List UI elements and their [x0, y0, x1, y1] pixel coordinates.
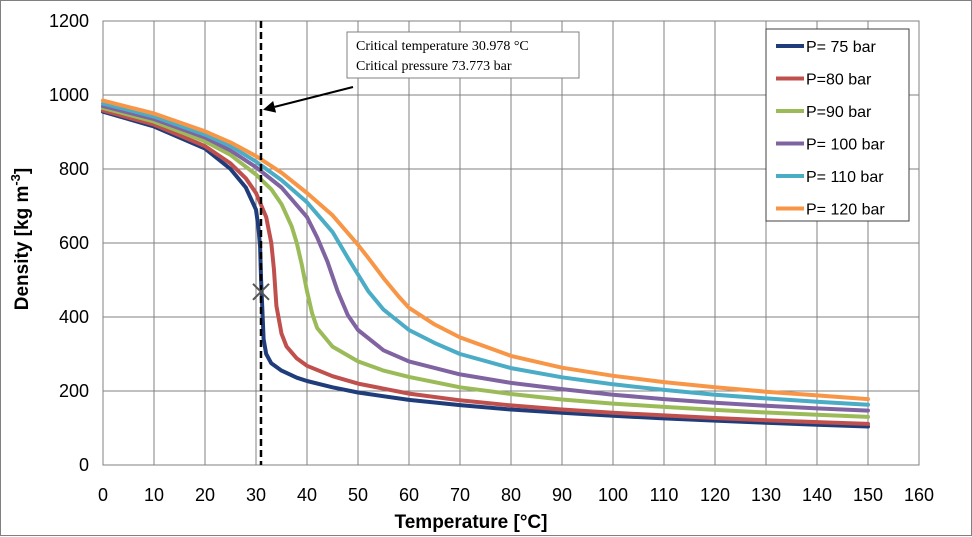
critical-point-cross-b: [252, 283, 270, 301]
x-tick-label: 120: [700, 485, 730, 505]
legend-label-3: P= 100 bar: [806, 137, 885, 154]
plot-area-border: [102, 20, 920, 466]
legend-label-2: P=90 bar: [806, 104, 872, 121]
x-tick-label: 0: [98, 485, 108, 505]
x-tick-label: 10: [144, 485, 164, 505]
series-line-0: [101, 109, 870, 429]
x-tick-label: 160: [904, 485, 934, 505]
x-axis-title: Temperature [°C]: [395, 512, 548, 533]
y-axis-title-superscript: -3: [8, 174, 23, 186]
y-tick-label: 1200: [49, 11, 89, 31]
y-axis-title-end: ]: [12, 168, 33, 174]
legend-label-0: P= 75 bar: [806, 39, 877, 56]
series-line-1: [101, 108, 870, 426]
legend-label-4: P= 110 bar: [806, 169, 884, 186]
x-tick-label: 100: [598, 485, 628, 505]
tick-labels: 0 10 20 30 40 50 60 70 80 90 100 110 120 130 140 150 160…: [49, 11, 934, 505]
x-tick-label: 140: [802, 485, 832, 505]
x-tick-label: 110: [650, 485, 679, 505]
y-tick-label: 800: [59, 159, 89, 179]
x-tick-label: 150: [853, 485, 883, 505]
legend: P= 75 bar P=80 bar P=90 bar P= 100 bar P= 11…: [765, 28, 910, 222]
series-line-4: [101, 101, 870, 407]
y-tick-label: 600: [59, 233, 89, 253]
annotation-line-2: Critical pressure 73.773 bar: [356, 59, 512, 74]
x-tick-label: 30: [246, 485, 266, 505]
critical-point-marker: [252, 283, 270, 301]
annotation-arrow: [274, 86, 354, 108]
annotation-box: [346, 31, 580, 79]
legend-label-5: P= 120 bar: [806, 202, 885, 219]
y-tick-label: 200: [59, 381, 89, 401]
x-tick-label: 60: [399, 485, 419, 505]
legend-box: [765, 28, 910, 222]
x-tick-label: 80: [501, 485, 521, 505]
y-axis-title-main: Density [kg m: [12, 186, 33, 311]
y-tick-label: 400: [59, 307, 89, 327]
x-tick-label: 70: [450, 485, 470, 505]
y-axis-title: Density [kg m-3]: [8, 168, 33, 310]
annotation-line-1: Critical temperature 30.978 °C: [356, 39, 529, 54]
annotation: Critical temperature 30.978 °C Critical …: [262, 31, 580, 113]
x-tick-label: 40: [297, 485, 317, 505]
x-tick-label: 130: [751, 485, 781, 505]
series-line-2: [101, 105, 870, 419]
y-tick-label: 0: [79, 455, 89, 475]
series-line-3: [101, 104, 870, 413]
legend-label-1: P=80 bar: [806, 72, 872, 89]
series-lines: [101, 98, 870, 429]
x-tick-label: 20: [195, 485, 215, 505]
annotation-arrowhead: [262, 101, 277, 113]
x-tick-label: 90: [552, 485, 572, 505]
y-tick-label: 1000: [49, 85, 89, 105]
series-line-5: [101, 98, 870, 402]
x-tick-label: 50: [348, 485, 368, 505]
